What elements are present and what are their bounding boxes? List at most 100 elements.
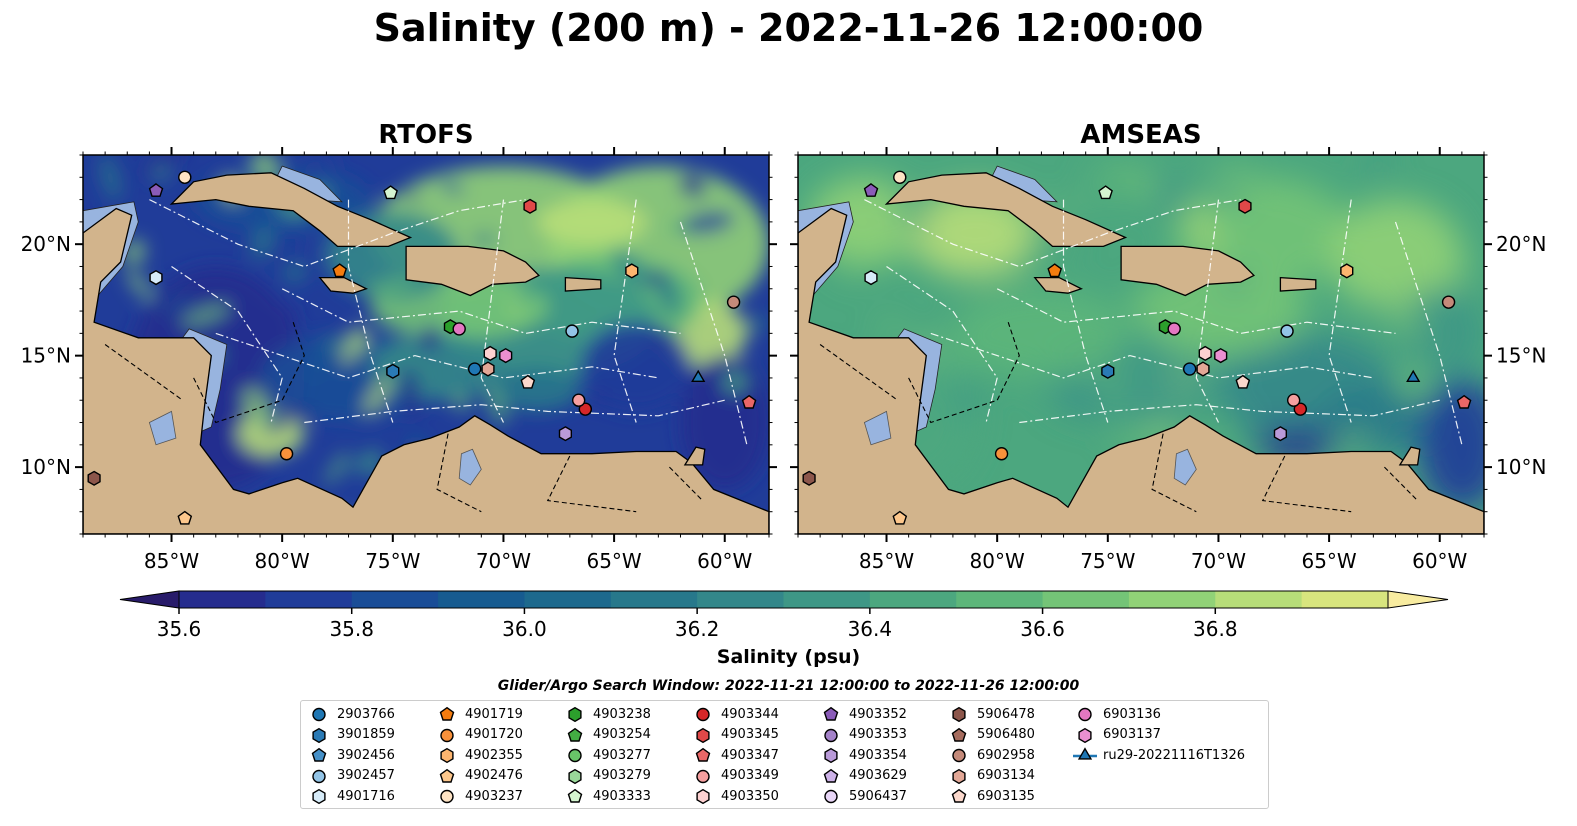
eez-boundary	[930, 332, 1374, 379]
hexagon-marker-icon	[568, 768, 582, 784]
legend-label: 4901719	[465, 706, 523, 722]
float-marker-5906478	[87, 470, 101, 486]
eez-boundary	[613, 199, 637, 423]
float-marker-4901720	[279, 447, 294, 461]
legend-marker	[312, 769, 326, 783]
x-tick-label: 65°W	[1301, 549, 1356, 573]
float-marker-4901719	[1047, 263, 1063, 278]
legend-item: 4901716	[307, 786, 395, 806]
circle-marker-icon	[312, 707, 326, 722]
eez-boundary	[149, 199, 526, 268]
circle-marker-icon	[440, 728, 454, 742]
float-marker-ru29-20221116T1326	[1406, 369, 1421, 382]
pentagon-marker-icon	[567, 727, 583, 742]
legend-marker	[440, 747, 454, 764]
legend-label: 5906480	[977, 727, 1035, 742]
amseas-map-panel: 85°W 80°W 75°W 70°W 65°W 60°W 20°N 15°N 10°N	[790, 147, 1546, 573]
colorbar-bin	[783, 591, 871, 608]
float-marker-4901716	[864, 269, 878, 286]
legend-item: 3902456	[307, 745, 395, 765]
pentagon-marker-icon	[439, 768, 455, 783]
legend-item: 4903254	[563, 725, 651, 745]
legend-marker	[696, 769, 710, 783]
y-tick-label: 20°N	[21, 232, 71, 256]
float-marker-4903347	[1456, 394, 1472, 409]
x-tick-label: 80°W	[255, 549, 310, 573]
legend-label: 4903344	[721, 706, 779, 722]
eez-boundary	[1195, 199, 1220, 423]
lake	[1173, 448, 1197, 486]
legend-item: 4903345	[691, 725, 779, 745]
pentagon-marker-icon	[951, 727, 967, 742]
legend-item: 4903347	[691, 745, 779, 765]
float-marker-4903237	[893, 170, 907, 184]
x-tick-label: 75°W	[365, 549, 420, 573]
float-marker-4903237	[178, 170, 192, 184]
float-marker-4903352	[148, 183, 164, 197]
legend-marker	[567, 727, 583, 742]
legend-item: 5906480	[947, 725, 1035, 745]
legend-label: 6903135	[977, 788, 1035, 804]
legend-item: 4903349	[691, 766, 779, 786]
circle-marker-icon	[568, 748, 582, 763]
hexagon-marker-icon	[1078, 727, 1092, 743]
float-marker-4903349	[1286, 393, 1301, 407]
legend-marker	[695, 747, 711, 762]
border-line	[546, 455, 637, 513]
legend-label: 4903238	[593, 706, 651, 722]
legend-item: 6902958	[947, 745, 1035, 765]
hexagon-marker-icon	[312, 727, 326, 743]
float-marker-6903136	[1167, 322, 1181, 336]
colorbar-bin	[1215, 591, 1303, 608]
float-marker-2903766	[467, 362, 482, 376]
legend-item: 6903135	[947, 786, 1035, 806]
eez-boundary	[1328, 199, 1352, 423]
legend-label: 4903333	[593, 788, 651, 804]
y-tick-label: 10°N	[1496, 455, 1546, 479]
legend-label: 3901859	[337, 727, 395, 742]
colorbar-bin	[438, 591, 525, 608]
legend-marker	[1078, 707, 1092, 722]
x-tick-label: 60°W	[1412, 549, 1467, 573]
colorbar-bin	[956, 591, 1044, 608]
legend-item: 4902476	[435, 766, 523, 786]
colorbar-tick-label: 36.2	[675, 617, 720, 641]
pentagon-marker-icon	[567, 788, 583, 803]
x-tick-label: 75°W	[1080, 549, 1135, 573]
float-marker-4903354	[558, 426, 572, 442]
eez-boundary	[996, 288, 1396, 335]
legend-marker	[439, 706, 455, 721]
x-tick-label: 65°W	[586, 549, 641, 573]
legend-label: 3902457	[337, 768, 395, 783]
float-marker-5906478	[802, 470, 816, 486]
legend-label: 4903349	[721, 768, 779, 783]
eez-boundary	[679, 221, 748, 445]
legend-label: 6902958	[977, 747, 1035, 763]
float-marker-2903766	[1182, 362, 1197, 376]
rtofs-panel-title: RTOFS	[378, 120, 474, 150]
legend-item: 4903353	[819, 725, 907, 745]
legend-label: 4902355	[465, 747, 523, 763]
lake	[863, 410, 892, 446]
colorbar-bin	[1128, 591, 1216, 608]
legend-item: 6903134	[947, 766, 1035, 786]
float-marker-4903344	[578, 402, 593, 416]
legend-item: 4903237	[435, 786, 523, 806]
legend-label: 4903353	[849, 727, 907, 742]
float-marker-6903136	[452, 322, 466, 336]
hexagon-marker-icon	[312, 788, 326, 805]
pentagon-marker-icon	[695, 747, 711, 762]
legend-marker	[823, 768, 839, 783]
legend-marker	[951, 788, 967, 803]
float-marker-3901859	[1101, 363, 1115, 379]
land-mass	[798, 207, 1484, 534]
legend-label: 4903352	[849, 706, 907, 722]
float-marker-4903352	[863, 183, 879, 197]
y-tick-label: 10°N	[21, 455, 71, 479]
float-marker-4902476	[892, 510, 908, 525]
legend-marker	[824, 789, 838, 804]
float-marker-4903354	[1273, 426, 1288, 442]
legend-item: 4903350	[691, 786, 779, 806]
figure-title: Salinity (200 m) - 2022-11-26 12:00:00	[373, 6, 1204, 50]
